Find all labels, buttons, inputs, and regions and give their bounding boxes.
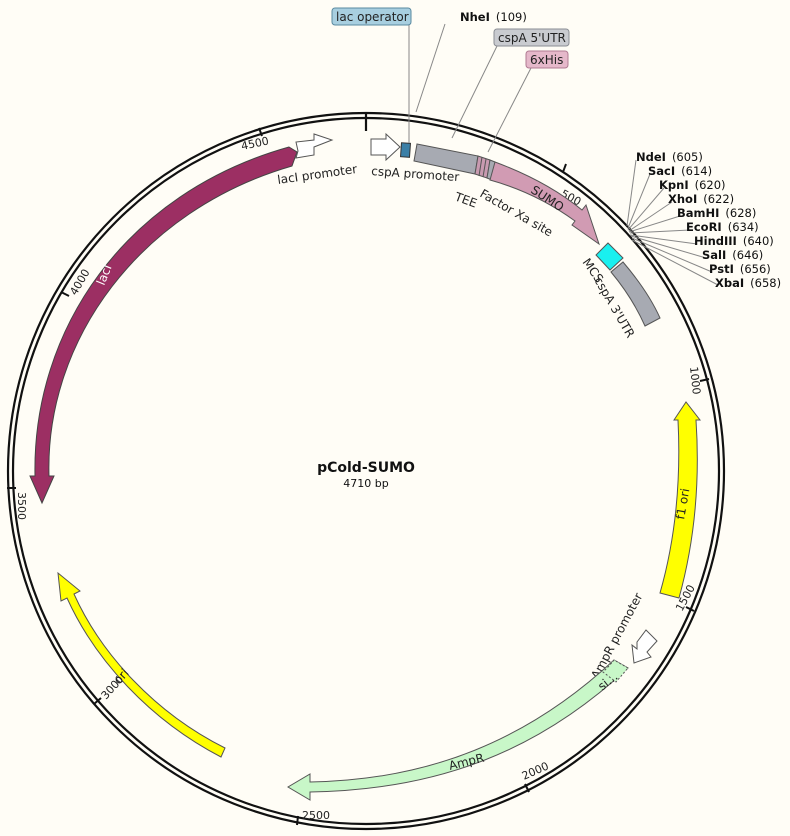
ampr-label: AmpR (447, 751, 485, 773)
lac-operator-callout[interactable]: lac operator (331, 7, 412, 26)
plasmid-name: pCold-SUMO (317, 460, 415, 476)
tick-4500: 4500 (240, 134, 270, 153)
site-ndei[interactable]: NdeI (605) (636, 150, 703, 164)
cspA-5utr-callout[interactable]: cspA 5'UTR (493, 28, 570, 47)
plasmid-length: 4710 bp (343, 477, 388, 490)
lac-operator-block[interactable] (399, 142, 412, 158)
site-kpni[interactable]: KpnI (620) (659, 178, 726, 192)
his6-text: 6xHis (530, 53, 563, 67)
site-hindiii[interactable]: HindIII (640) (694, 234, 774, 248)
restriction-sites: NheI (109) NdeI (605) SacI (614) KpnI (620) … (460, 10, 781, 290)
site-psti[interactable]: PstI (656) (709, 262, 771, 276)
site-ecori[interactable]: EcoRI (634) (686, 220, 759, 234)
tick-3500: 3500 (15, 492, 28, 520)
ori-feature[interactable]: ori (57, 571, 226, 758)
cspA-promoter-feature[interactable]: cspA promoter (370, 132, 460, 184)
f1-ori-feature[interactable]: f1 ori (659, 401, 702, 599)
site-saci[interactable]: SacI (614) (648, 164, 712, 178)
site-sali[interactable]: SalI (646) (702, 248, 763, 262)
cspA-5utr-text: cspA 5'UTR (498, 31, 566, 45)
lac-operator-text: lac operator (336, 10, 409, 24)
lacI-feature[interactable]: lacI (29, 146, 298, 505)
site-nhei[interactable]: NheI (109) (460, 10, 527, 24)
his6-callout[interactable]: 6xHis (525, 50, 569, 69)
site-xbai[interactable]: XbaI (658) (715, 276, 781, 290)
cspA-promoter-label: cspA promoter (371, 164, 460, 184)
tick-marks (7, 127, 710, 826)
site-xhoi[interactable]: XhoI (622) (668, 192, 734, 206)
tick-2500: 2500 (302, 809, 330, 822)
signal-sequence-block[interactable] (602, 659, 629, 683)
tee-label: TEE (452, 189, 479, 210)
tick-1000: 1000 (687, 366, 703, 395)
ampr-feature[interactable]: si... AmpR (287, 659, 629, 801)
f1-ori-label: f1 ori (673, 487, 692, 520)
backbone (6, 111, 726, 831)
callout-lines (408, 23, 719, 286)
site-bamhi[interactable]: BamHI (628) (677, 206, 756, 220)
